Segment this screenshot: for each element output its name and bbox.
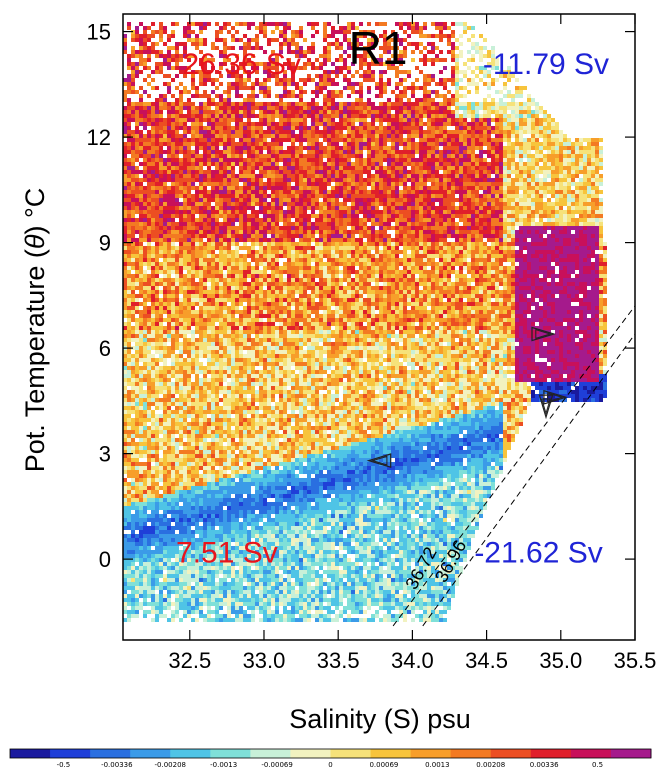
colorbar-tick-label: -0.00208 bbox=[155, 761, 186, 769]
colorbar-tick-label: 0.00336 bbox=[530, 761, 559, 769]
chart-title: R1 bbox=[349, 22, 408, 74]
x-axis-ticks: 32.5 33.0 33.5 34.0 34.5 35.0 35.5 bbox=[168, 14, 656, 673]
y-axis-title-symbol: θ bbox=[20, 234, 50, 249]
y-axis-title: Pot. Temperature (θ) °C bbox=[20, 188, 50, 473]
colorbar-tick-label: -0.00069 bbox=[261, 761, 292, 769]
colorbar-tick-label: -0.0013 bbox=[210, 761, 237, 769]
isopycnal-lines bbox=[392, 305, 635, 627]
colorbar-tick-label: 0.0013 bbox=[425, 761, 450, 769]
flow-marker-inner bbox=[535, 329, 552, 339]
colorbar-swatch bbox=[90, 749, 131, 758]
isopycnal-line bbox=[392, 305, 635, 627]
colorbar-swatch bbox=[170, 749, 211, 758]
y-tick-label: 6 bbox=[99, 336, 111, 361]
x-tick-label: 33.5 bbox=[317, 648, 360, 673]
x-tick-label: 34.0 bbox=[391, 648, 434, 673]
transport-label: 7.51 Sv bbox=[176, 537, 278, 570]
flow-marker bbox=[366, 453, 392, 469]
colorbar-swatch bbox=[330, 749, 372, 758]
x-tick-label: 34.5 bbox=[465, 648, 508, 673]
colorbar-swatch bbox=[210, 749, 251, 758]
transport-label: -11.79 Sv bbox=[483, 48, 609, 81]
transport-labels: 26.36 Sv -11.79 Sv 7.51 Sv -21.62 Sv bbox=[176, 48, 609, 570]
colorbar-tick-label: -0.00336 bbox=[101, 761, 133, 769]
colorbar-tick-label: -0.5 bbox=[57, 761, 71, 769]
flow-marker bbox=[543, 389, 568, 405]
colorbar-swatch bbox=[610, 749, 652, 758]
x-axis-title: Salinity (S) psu bbox=[289, 704, 471, 734]
flow-marker-inner bbox=[547, 392, 564, 403]
colorbar-swatch bbox=[410, 749, 452, 758]
flow-marker-inner bbox=[370, 455, 388, 466]
y-axis-ticks: 0 3 6 9 12 15 bbox=[87, 20, 635, 572]
colorbar: -0.5 -0.00336 -0.00208 -0.0013 -0.00069 0 0.00… bbox=[9, 748, 652, 769]
colorbar-swatch bbox=[530, 749, 572, 758]
colorbar-swatch bbox=[490, 749, 532, 758]
colorbar-tick-label: 0 bbox=[328, 761, 332, 769]
colorbar-swatch bbox=[370, 749, 412, 758]
colorbar-swatch bbox=[570, 749, 612, 758]
transport-label: -21.62 Sv bbox=[474, 537, 602, 570]
plot-frame bbox=[122, 13, 636, 641]
colorbar-swatch bbox=[290, 749, 331, 758]
transport-label: 26.36 Sv bbox=[183, 48, 301, 81]
x-tick-label: 35.0 bbox=[539, 648, 582, 673]
flow-markers bbox=[366, 326, 568, 469]
x-tick-label: 33.0 bbox=[243, 648, 286, 673]
heatmap-cells bbox=[123, 22, 607, 622]
y-tick-label: 3 bbox=[99, 442, 111, 467]
y-tick-label: 9 bbox=[99, 231, 111, 256]
isopycnal-line bbox=[422, 333, 635, 627]
y-tick-label: 15 bbox=[87, 20, 111, 45]
y-tick-label: 12 bbox=[87, 125, 111, 150]
x-tick-label: 35.5 bbox=[614, 648, 657, 673]
colorbar-tick-label: 0.00069 bbox=[369, 761, 398, 769]
colorbar-frame bbox=[9, 748, 652, 759]
y-axis-title-prefix: Pot. Temperature ( bbox=[20, 249, 50, 472]
y-tick-label: 0 bbox=[99, 547, 111, 572]
y-axis-title-suffix: ) °C bbox=[20, 188, 50, 235]
colorbar-swatch bbox=[130, 749, 171, 758]
colorbar-swatch bbox=[250, 749, 291, 758]
colorbar-swatch bbox=[10, 749, 51, 758]
flow-marker bbox=[531, 326, 557, 342]
x-tick-label: 32.5 bbox=[168, 648, 211, 673]
colorbar-tick-label: 0.00208 bbox=[476, 761, 505, 769]
flow-marker-inner bbox=[541, 398, 551, 416]
colorbar-swatch bbox=[450, 749, 492, 758]
colorbar-swatch bbox=[50, 749, 91, 758]
colorbar-tick-label: 0.5 bbox=[592, 761, 603, 769]
flow-marker bbox=[538, 394, 554, 420]
